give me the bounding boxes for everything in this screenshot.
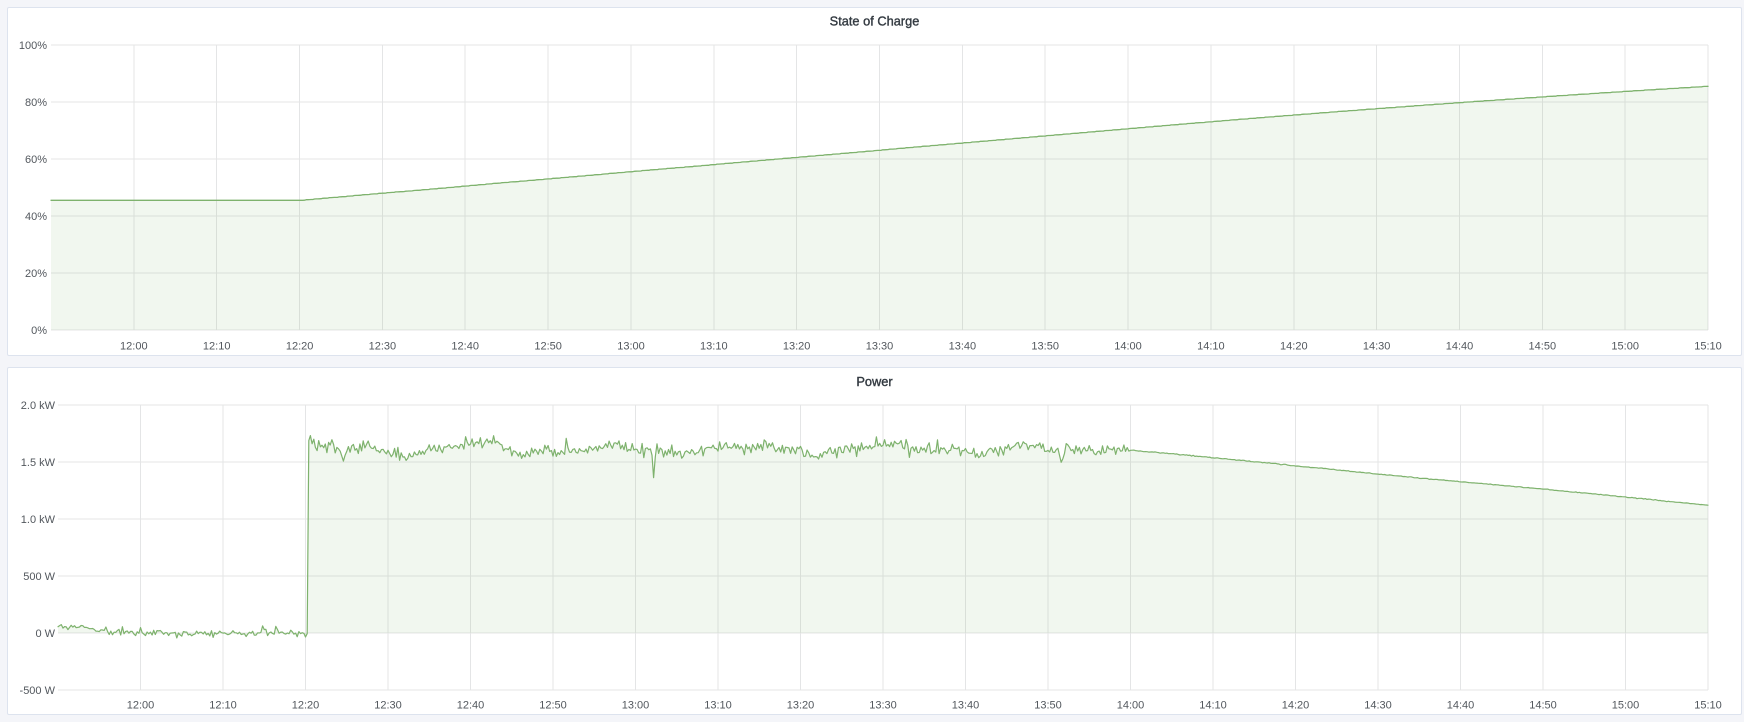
svg-text:13:40: 13:40 [952, 700, 980, 712]
svg-text:12:30: 12:30 [374, 700, 402, 712]
svg-text:2.0 kW: 2.0 kW [21, 400, 56, 412]
svg-text:0 W: 0 W [35, 628, 55, 640]
svg-text:20%: 20% [25, 268, 47, 280]
svg-text:-500 W: -500 W [20, 685, 56, 697]
svg-text:14:50: 14:50 [1529, 341, 1557, 353]
svg-text:12:40: 12:40 [457, 700, 485, 712]
svg-text:12:10: 12:10 [203, 341, 231, 353]
svg-text:14:20: 14:20 [1280, 341, 1308, 353]
svg-text:12:10: 12:10 [209, 700, 237, 712]
svg-text:14:00: 14:00 [1117, 700, 1145, 712]
svg-text:13:30: 13:30 [869, 700, 897, 712]
svg-text:Power: Power [856, 374, 893, 389]
svg-text:12:30: 12:30 [369, 341, 397, 353]
svg-text:15:10: 15:10 [1694, 341, 1722, 353]
svg-text:13:00: 13:00 [617, 341, 645, 353]
svg-text:14:50: 14:50 [1529, 700, 1557, 712]
svg-text:12:00: 12:00 [127, 700, 155, 712]
svg-text:12:00: 12:00 [120, 341, 148, 353]
svg-text:1.5 kW: 1.5 kW [21, 457, 56, 469]
svg-text:1.0 kW: 1.0 kW [21, 514, 56, 526]
svg-text:14:30: 14:30 [1364, 700, 1392, 712]
svg-text:12:20: 12:20 [286, 341, 314, 353]
svg-text:13:10: 13:10 [704, 700, 732, 712]
svg-text:13:00: 13:00 [622, 700, 650, 712]
svg-text:12:40: 12:40 [451, 341, 479, 353]
svg-text:14:40: 14:40 [1447, 700, 1475, 712]
svg-text:40%: 40% [25, 211, 47, 223]
svg-text:60%: 60% [25, 154, 47, 166]
svg-text:15:10: 15:10 [1694, 700, 1722, 712]
svg-text:12:50: 12:50 [539, 700, 567, 712]
svg-text:13:20: 13:20 [783, 341, 811, 353]
svg-text:13:50: 13:50 [1031, 341, 1059, 353]
svg-text:14:10: 14:10 [1199, 700, 1227, 712]
svg-text:12:20: 12:20 [292, 700, 320, 712]
svg-text:13:30: 13:30 [866, 341, 894, 353]
svg-text:State of Charge: State of Charge [830, 14, 920, 29]
svg-text:14:30: 14:30 [1363, 341, 1391, 353]
svg-text:14:10: 14:10 [1197, 341, 1225, 353]
svg-text:12:50: 12:50 [534, 341, 562, 353]
svg-text:14:00: 14:00 [1114, 341, 1142, 353]
svg-text:80%: 80% [25, 97, 47, 109]
svg-text:14:20: 14:20 [1282, 700, 1310, 712]
svg-text:13:50: 13:50 [1034, 700, 1062, 712]
svg-text:13:20: 13:20 [787, 700, 815, 712]
svg-text:13:40: 13:40 [949, 341, 977, 353]
svg-text:500 W: 500 W [23, 571, 55, 583]
svg-text:0%: 0% [31, 325, 47, 337]
svg-text:15:00: 15:00 [1611, 341, 1639, 353]
svg-text:14:40: 14:40 [1446, 341, 1474, 353]
svg-text:100%: 100% [19, 40, 47, 52]
svg-text:13:10: 13:10 [700, 341, 728, 353]
svg-text:15:00: 15:00 [1612, 700, 1640, 712]
